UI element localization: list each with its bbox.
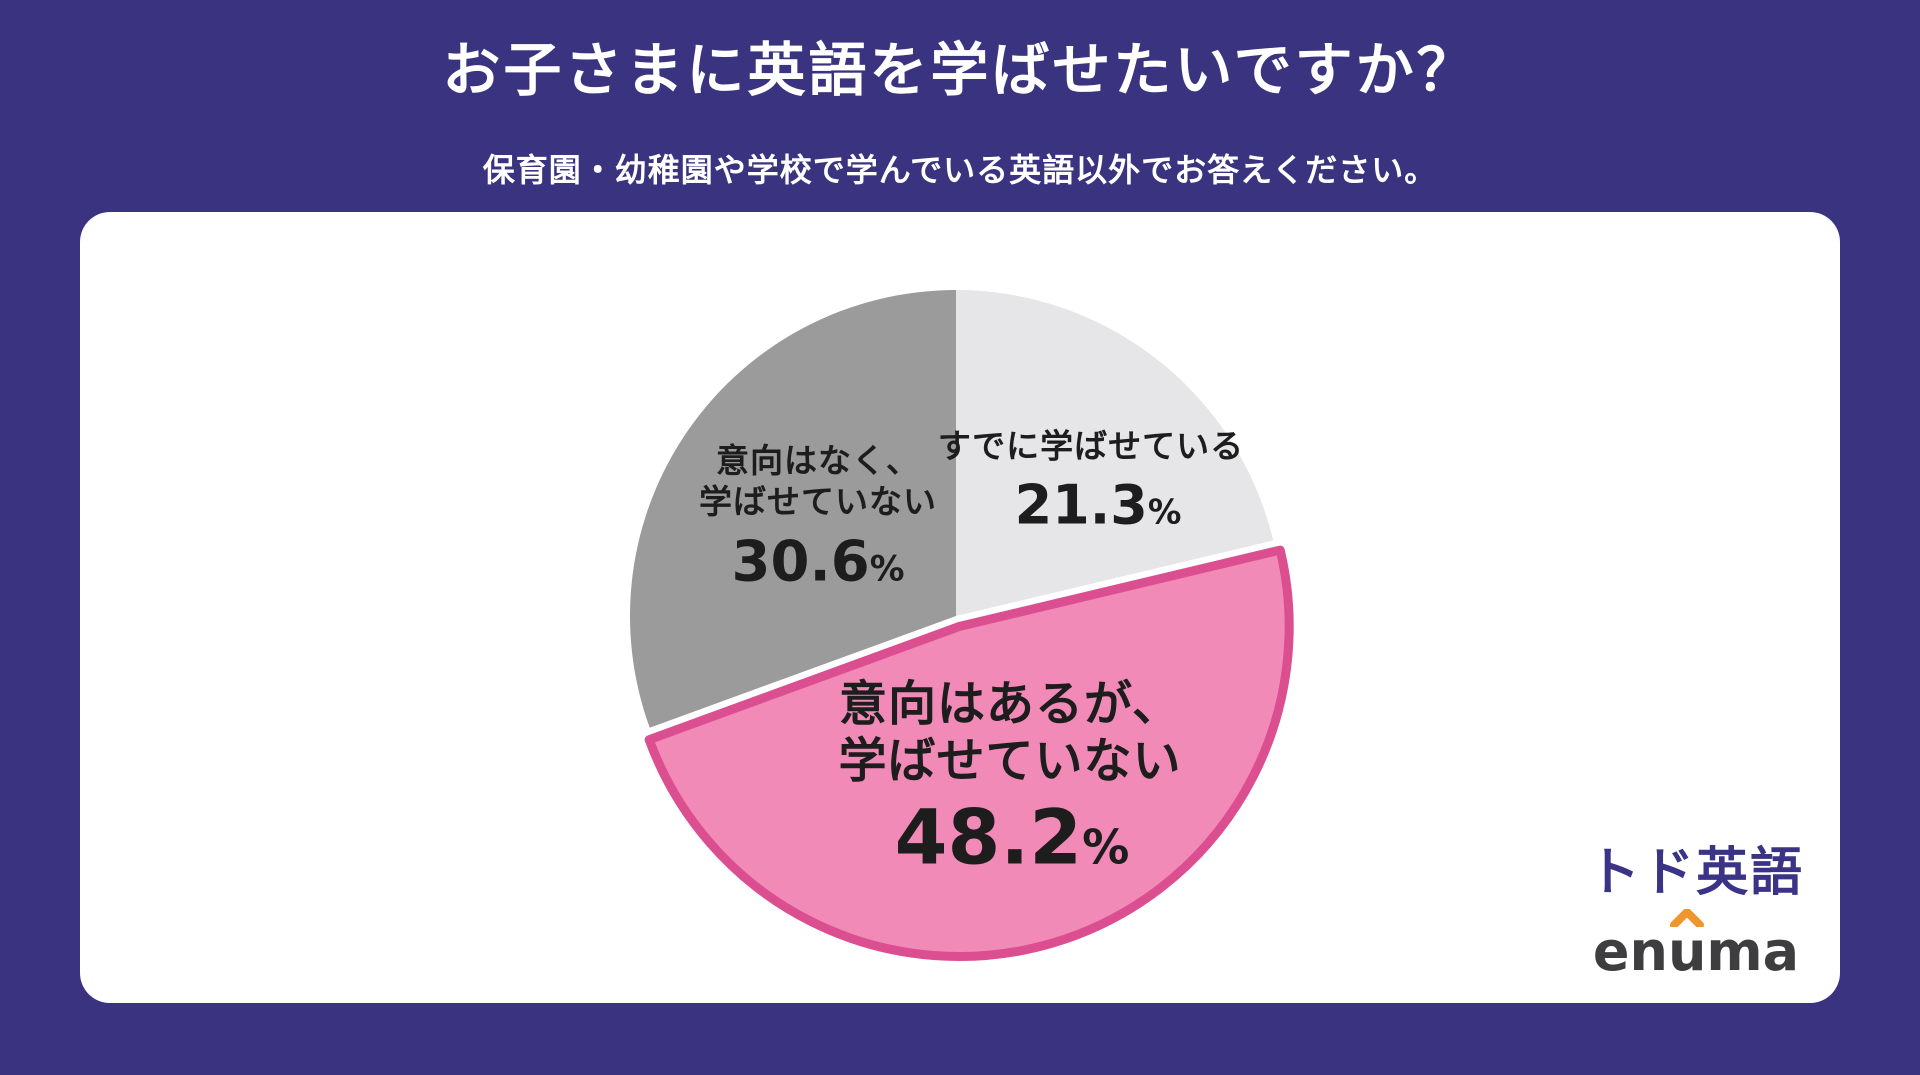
percent-sign: % [869, 549, 905, 590]
slice-value-intention-not-learning: 48.2% [895, 793, 1130, 882]
pie-chart [596, 256, 1316, 976]
slice-label-text: 意向はあるが、 [838, 675, 1182, 732]
enuma-logo-text: ma [1706, 920, 1800, 983]
slice-value-number: 48.2 [894, 792, 1083, 882]
page-title: お子さまに英語を学ばせたいですか？ [442, 36, 1478, 104]
enuma-logo-text: en [1592, 920, 1668, 983]
percent-sign: % [1082, 820, 1130, 876]
slice-value-already-learning: 21.3% [1015, 474, 1182, 537]
todo-eigo-logo: トド英語 [1587, 843, 1804, 903]
chart-card: すでに学ばせている 21.3% 意向はなく、 学ばせていない 30.6% 意向は… [80, 212, 1840, 1003]
page-subtitle: 保育園・幼稚園や学校で学んでいる英語以外でお答えください。 [482, 151, 1438, 189]
slice-value-number: 21.3 [1014, 473, 1148, 537]
slice-value-no-intention: 30.6% [732, 530, 905, 595]
enuma-logo-text: u [1667, 920, 1707, 983]
slice-label-no-intention: 意向はなく、 学ばせていない [699, 441, 937, 523]
slice-label-already-learning: すでに学ばせている [938, 427, 1244, 468]
slice-label-text: 意向はなく、 [716, 441, 920, 481]
slice-label-text: 学ばせていない [699, 482, 937, 521]
pie-chart-svg [630, 290, 1294, 961]
pie-slice-0 [956, 290, 1274, 616]
enuma-caret-icon [1670, 909, 1705, 927]
pie-slice-1 [644, 545, 1294, 961]
slice-label-text: 学ばせていない [838, 733, 1182, 789]
enuma-logo: enu ma [1593, 909, 1799, 979]
slice-value-number: 30.6 [731, 529, 870, 595]
percent-sign: % [1147, 492, 1182, 532]
pie-slice-2 [630, 290, 956, 728]
branding-block: トド英語 enu ma [1588, 830, 1804, 979]
slice-label-text: すでに学ばせている [937, 426, 1245, 466]
slice-label-intention-not-learning: 意向はあるが、 学ばせていない [838, 676, 1181, 790]
